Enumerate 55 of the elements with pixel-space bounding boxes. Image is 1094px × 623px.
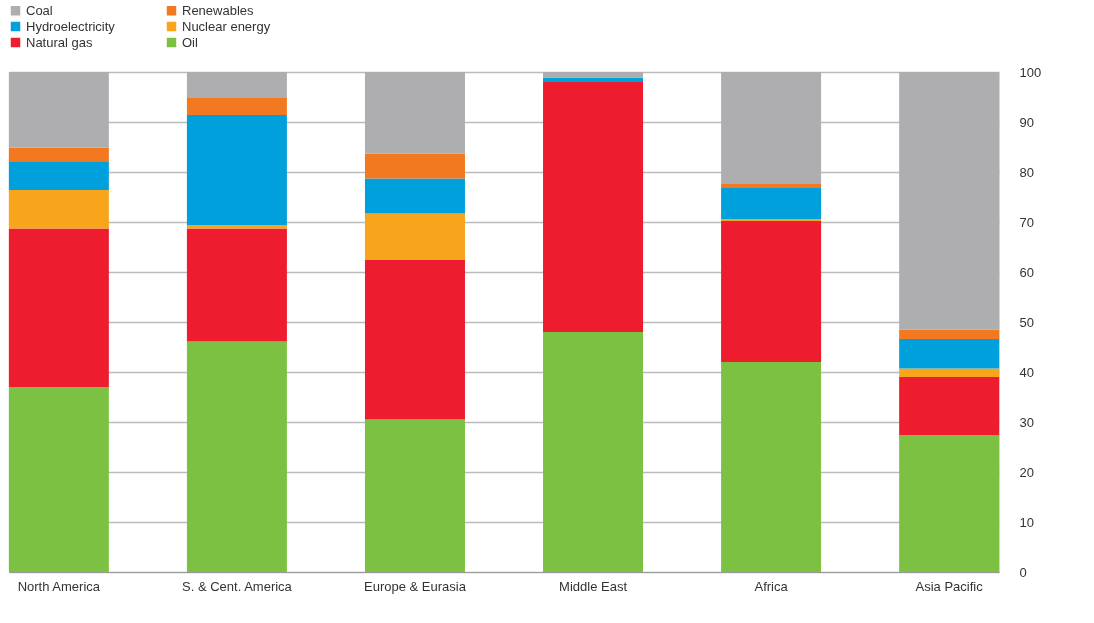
x-tick-label: North America xyxy=(17,578,101,594)
bar xyxy=(899,329,1000,339)
bar xyxy=(899,339,1000,369)
legend-label: Natural gas xyxy=(26,34,93,50)
bar xyxy=(543,332,644,572)
legend-label: Nuclear energy xyxy=(182,18,271,34)
legend-label: Renewables xyxy=(182,2,255,18)
x-tick-label: Europe & Eurasia xyxy=(364,578,467,594)
bar xyxy=(8,147,109,162)
bar xyxy=(186,228,287,342)
bar xyxy=(899,377,1000,435)
bar xyxy=(721,72,822,184)
x-tick-label: S. & Cent. America xyxy=(182,578,293,594)
x-tick-label: Africa xyxy=(754,578,789,594)
bar xyxy=(364,178,465,214)
bar xyxy=(8,228,109,387)
bar xyxy=(8,162,109,190)
y-tick-label: 0 xyxy=(1019,564,1027,580)
bar xyxy=(721,188,822,219)
bar xyxy=(186,72,287,98)
y-tick-label: 20 xyxy=(1019,464,1034,480)
bar xyxy=(543,82,644,332)
legend-label: Hydroelectricity xyxy=(26,18,116,34)
x-tick-label: Middle East xyxy=(559,578,628,594)
bar xyxy=(364,153,465,179)
bar xyxy=(721,362,822,572)
y-tick-label: 30 xyxy=(1019,414,1034,430)
y-tick-label: 80 xyxy=(1019,164,1034,180)
bar xyxy=(721,221,822,362)
bar xyxy=(899,435,1000,572)
bar xyxy=(721,184,822,188)
legend-label: Oil xyxy=(182,34,198,50)
y-tick-label: 50 xyxy=(1019,314,1034,330)
bar xyxy=(899,368,1000,377)
bar xyxy=(364,72,465,154)
bar xyxy=(543,72,644,78)
bar xyxy=(364,213,465,260)
y-tick-label: 40 xyxy=(1019,364,1034,380)
bar xyxy=(186,98,287,115)
y-tick-label: 100 xyxy=(1019,64,1042,80)
bar xyxy=(364,259,465,420)
y-tick-label: 90 xyxy=(1019,114,1034,130)
bar xyxy=(186,115,287,225)
y-tick-label: 60 xyxy=(1019,264,1034,280)
bar xyxy=(364,419,465,572)
bar xyxy=(8,72,109,148)
bar xyxy=(8,190,109,229)
legend-label: Coal xyxy=(26,2,53,18)
bar xyxy=(186,341,287,572)
bar xyxy=(186,225,287,229)
y-tick-label: 70 xyxy=(1019,214,1034,230)
x-tick-label: Asia Pacific xyxy=(915,578,984,594)
bar xyxy=(899,72,1000,330)
y-tick-label: 10 xyxy=(1019,514,1034,530)
bar xyxy=(8,387,109,572)
